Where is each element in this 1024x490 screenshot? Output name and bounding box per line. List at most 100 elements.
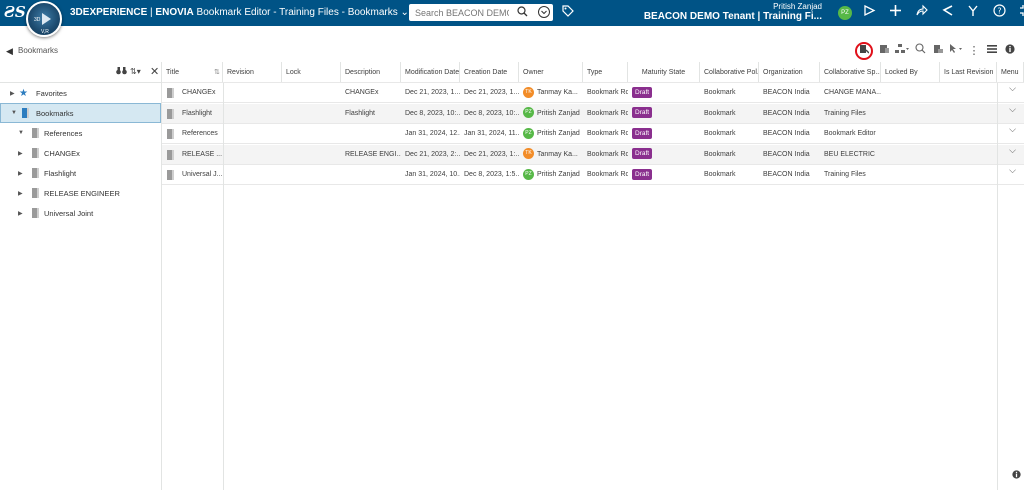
status-badge: Draft xyxy=(632,107,653,119)
column-header[interactable]: Is Last Revision xyxy=(940,62,997,82)
org-cell: BEACON India xyxy=(763,130,810,137)
tree-node[interactable]: ▶ Flashlight xyxy=(0,163,161,183)
fullscreen-icon[interactable] xyxy=(1018,4,1024,20)
tenant-name: BEACON DEMO Tenant | Training Fi... xyxy=(643,11,822,22)
column-header[interactable]: Modification Date xyxy=(401,62,460,82)
tree-node[interactable]: ▼ References xyxy=(0,123,161,143)
row-menu-chevron-icon[interactable]: ⌵ xyxy=(1009,103,1016,114)
help-icon[interactable]: ? xyxy=(992,4,1006,20)
binoculars-icon[interactable] xyxy=(116,66,127,78)
search-icon[interactable] xyxy=(913,43,927,59)
expand-toggle-icon[interactable]: ▶ xyxy=(10,90,15,97)
column-header[interactable]: Creation Date xyxy=(460,62,519,82)
user-info[interactable]: Pritish Zanjad BEACON DEMO Tenant | Trai… xyxy=(644,2,822,22)
description-cell: CHANGEx xyxy=(345,89,379,96)
title-cell[interactable]: References xyxy=(162,124,223,143)
search-input[interactable] xyxy=(409,7,509,18)
search-box[interactable] xyxy=(409,4,553,21)
share-icon[interactable] xyxy=(914,4,928,20)
broadcast-icon[interactable] xyxy=(940,4,954,20)
row-menu-chevron-icon[interactable]: ⌵ xyxy=(1009,165,1016,175)
tree-node[interactable]: ▼ Bookmarks xyxy=(0,103,161,123)
play-icon[interactable] xyxy=(862,4,876,20)
status-badge: Draft xyxy=(632,86,653,98)
cursor-icon[interactable] xyxy=(949,43,963,59)
bookmark-icon xyxy=(32,208,39,218)
info-icon[interactable] xyxy=(1012,470,1021,481)
policy-cell: Bookmark xyxy=(704,89,736,96)
more-icon[interactable]: ⋮ xyxy=(968,45,980,57)
title-chevron-icon[interactable]: ⌄ xyxy=(400,7,409,18)
search-scope-dropdown-icon[interactable] xyxy=(537,5,551,19)
breadcrumb[interactable]: Bookmarks xyxy=(18,46,59,55)
create-folder-icon[interactable] xyxy=(877,43,891,59)
collapse-panel-icon[interactable]: ◀ xyxy=(6,46,13,56)
column-header[interactable]: Collaborative Pol... xyxy=(700,62,759,82)
expand-toggle-icon[interactable]: ▶ xyxy=(18,210,23,217)
tag-icon[interactable] xyxy=(562,5,574,20)
column-header[interactable]: Collaborative Sp... xyxy=(820,62,881,82)
attach-icon[interactable] xyxy=(931,43,945,59)
space-cell: Training Files xyxy=(824,171,866,178)
tree-node[interactable]: ▶ ★ Favorites xyxy=(0,83,161,103)
app-title[interactable]: 3DEXPERIENCE | ENOVIA Bookmark Editor - … xyxy=(70,7,409,18)
column-header[interactable]: Owner xyxy=(519,62,583,82)
bookmark-icon xyxy=(32,128,39,138)
policy-cell: Bookmark xyxy=(704,109,736,117)
expand-toggle-icon[interactable]: ▶ xyxy=(18,170,23,177)
column-header[interactable]: Description xyxy=(341,62,401,82)
column-header[interactable]: Locked By xyxy=(881,62,940,82)
sort-icon[interactable]: ⇅ xyxy=(214,69,220,76)
title-text: Flashlight xyxy=(182,109,212,117)
insert-bookmark-icon[interactable] xyxy=(855,42,873,60)
star-icon: ★ xyxy=(19,87,28,99)
mod-cell: Jan 31, 2024, 12... xyxy=(405,130,460,137)
hierarchy-icon[interactable] xyxy=(895,43,909,59)
table-row[interactable]: Universal J... Jan 31, 2024, 10... Dec 8, … xyxy=(162,165,1024,185)
expand-toggle-icon[interactable]: ▶ xyxy=(18,150,23,157)
status-badge: Draft xyxy=(632,148,653,160)
compass-play-icon xyxy=(42,13,51,25)
user-avatar[interactable]: PZ xyxy=(838,6,852,20)
row-menu-chevron-icon[interactable]: ⌵ xyxy=(1009,144,1016,155)
title-cell[interactable]: Universal J... xyxy=(162,165,223,184)
table-row[interactable]: RELEASE ... RELEASE ENGI... Dec 21, 2023, … xyxy=(162,144,1024,165)
policy-cell: Bookmark xyxy=(704,130,736,137)
maturity-cell: Draft xyxy=(628,165,700,184)
title-cell[interactable]: Flashlight xyxy=(162,104,223,123)
expand-toggle-icon[interactable]: ▶ xyxy=(18,190,23,197)
compass-icon[interactable]: 3D V,R xyxy=(26,1,62,37)
column-header[interactable]: Lock xyxy=(282,62,341,82)
owner-cell: TK Tanmay Ka... xyxy=(519,145,583,164)
info-icon[interactable] xyxy=(1003,43,1017,59)
list-view-icon[interactable] xyxy=(985,43,999,59)
owner-avatar: PZ xyxy=(523,168,534,180)
bookmark-grid: Title Revision Lock Description Modification… xyxy=(162,62,1024,490)
row-menu-chevron-icon[interactable]: ⌵ xyxy=(1009,83,1016,93)
bookmark-icon xyxy=(167,149,174,160)
tree-node[interactable]: ▶ Universal Joint xyxy=(0,203,161,223)
column-header[interactable]: Menu xyxy=(997,62,1024,82)
column-header[interactable]: Organization xyxy=(759,62,820,82)
title-cell[interactable]: CHANGEx xyxy=(162,83,223,102)
ds-logo-icon[interactable]: ƧS xyxy=(4,3,26,21)
search-icon[interactable] xyxy=(517,6,529,18)
table-row[interactable]: CHANGEx CHANGEx Dec 21, 2023, 1... Dec 21, … xyxy=(162,83,1024,103)
column-header[interactable]: Type xyxy=(583,62,628,82)
table-row[interactable]: Flashlight Flashlight Dec 8, 2023, 10:... D… xyxy=(162,103,1024,124)
tree-node[interactable]: ▶ CHANGEx xyxy=(0,143,161,163)
space-cell: BEU ELECTRIC xyxy=(824,150,875,158)
plus-icon[interactable] xyxy=(888,4,902,20)
title-cell[interactable]: RELEASE ... xyxy=(162,145,223,164)
row-menu-chevron-icon[interactable]: ⌵ xyxy=(1009,124,1016,134)
compass-tools-icon[interactable] xyxy=(966,4,980,20)
sort-icon[interactable]: ⇅▾ xyxy=(130,67,141,76)
tree-node[interactable]: ▶ RELEASE ENGINEER xyxy=(0,183,161,203)
table-row[interactable]: References Jan 31, 2024, 12... Jan 31, 202… xyxy=(162,124,1024,144)
collapse-toggle-icon[interactable]: ▼ xyxy=(11,110,17,116)
collapse-toggle-icon[interactable]: ▼ xyxy=(18,130,24,136)
close-icon[interactable]: ✕ xyxy=(150,66,160,78)
column-header[interactable]: Maturity State xyxy=(628,62,700,82)
column-header[interactable]: Revision xyxy=(223,62,282,82)
column-header[interactable]: Title xyxy=(162,62,223,82)
